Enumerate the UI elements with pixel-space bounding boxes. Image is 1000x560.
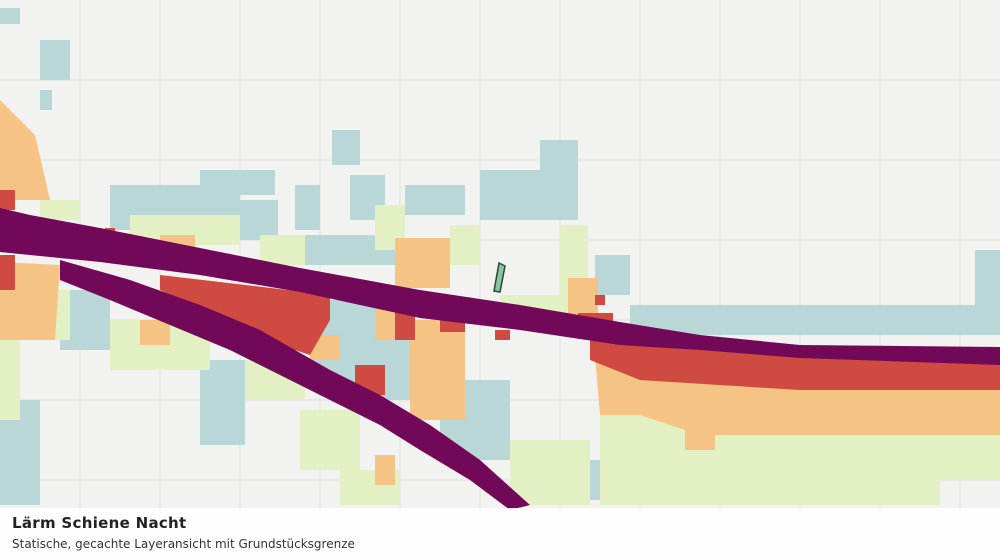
parcel-boundary: [493, 261, 506, 293]
noise-zone-low: [0, 200, 590, 505]
caption-panel: Lärm Schiene Nacht Statische, gecachte L…: [0, 508, 1000, 560]
noise-zone-medium: [0, 100, 1000, 485]
noise-zone-high: [0, 190, 1000, 395]
layer-subtitle: Statische, gecachte Layeransicht mit Gru…: [12, 537, 355, 551]
noise-zone-highest: [0, 208, 1000, 510]
layer-title: Lärm Schiene Nacht: [12, 514, 187, 532]
